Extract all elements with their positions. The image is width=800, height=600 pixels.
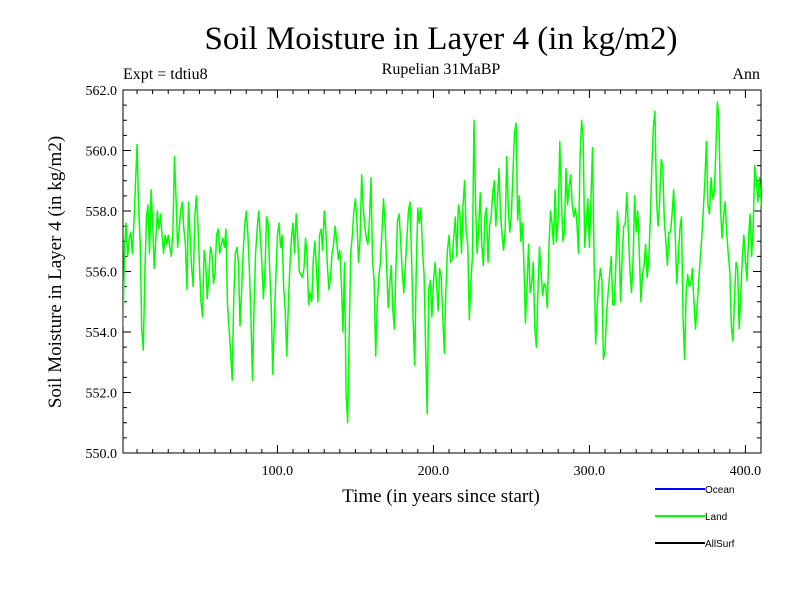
experiment-label: Expt = tdtiu8 xyxy=(123,66,208,83)
y-tick-label: 562.0 xyxy=(86,84,118,99)
x-tick-label: 300.0 xyxy=(574,464,606,479)
x-axis: 100.0 200.0 300.0 400.0 xyxy=(136,90,762,479)
legend: Ocean Land AllSurf xyxy=(655,485,735,550)
y-tick-label: 552.0 xyxy=(86,387,118,402)
x-axis-label: Time (in years since start) xyxy=(342,486,540,507)
y-tick-label: 558.0 xyxy=(86,205,118,220)
x-tick-label: 400.0 xyxy=(730,464,762,479)
y-axis-label: Soil Moisture in Layer 4 (in kg/m2) xyxy=(45,136,66,408)
y-tick-label: 560.0 xyxy=(86,145,118,160)
plot-frame xyxy=(122,89,762,454)
series-line-land xyxy=(123,101,761,424)
y-axis: 550.0 552.0 554.0 556.0 558.0 560.0 562.0 xyxy=(86,84,761,462)
legend-label-land: Land xyxy=(705,512,727,523)
y-tick-label: 550.0 xyxy=(86,447,118,462)
season-label: Ann xyxy=(732,66,760,83)
legend-label-allsurf: AllSurf xyxy=(705,539,735,550)
x-tick-label: 100.0 xyxy=(262,464,294,479)
chart-subtitle: Rupelian 31MaBP xyxy=(382,61,501,78)
y-tick-label: 554.0 xyxy=(86,326,118,341)
legend-label-ocean: Ocean xyxy=(705,485,734,496)
y-tick-label: 556.0 xyxy=(86,266,118,281)
chart-title: Soil Moisture in Layer 4 (in kg/m2) xyxy=(205,21,678,57)
x-tick-label: 200.0 xyxy=(418,464,450,479)
